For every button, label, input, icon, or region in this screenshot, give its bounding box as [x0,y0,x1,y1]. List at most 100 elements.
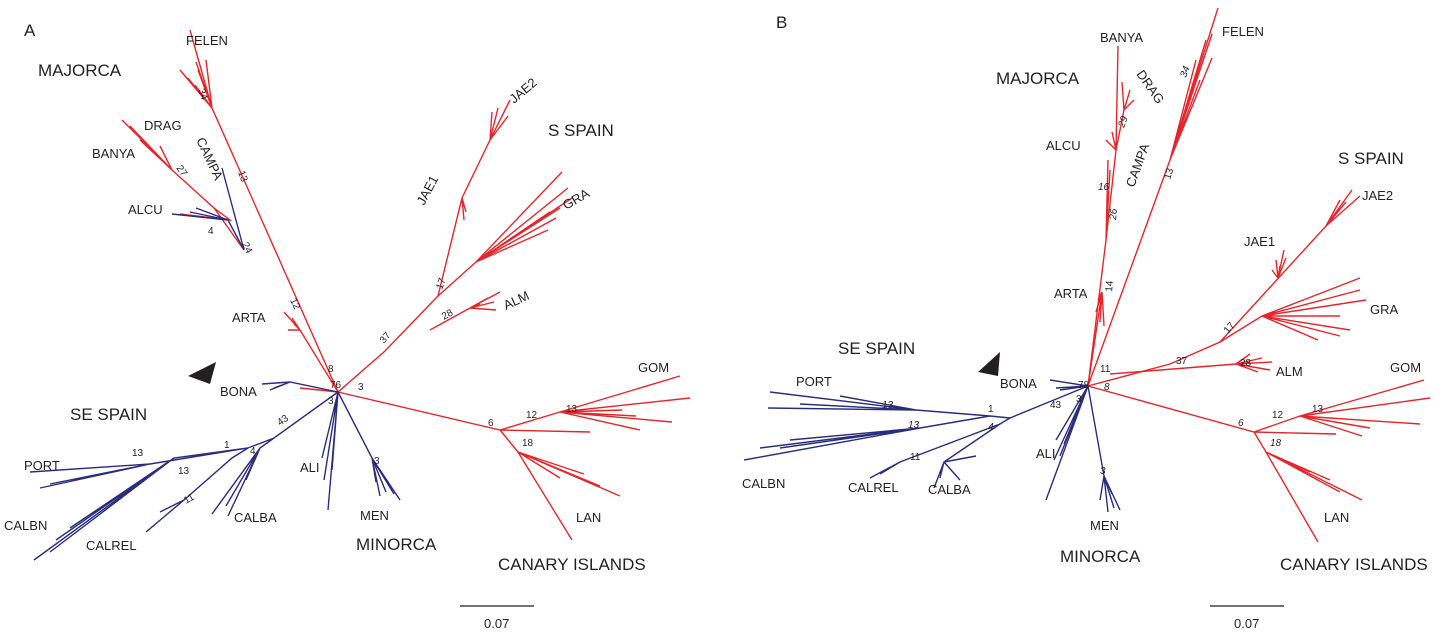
branch-gra [1219,277,1367,343]
branch-s-spain [337,99,511,393]
region-canary: CANARY ISLANDS [498,555,646,574]
panel-label: B [776,13,787,32]
scale-bar-label: 0.07 [484,616,509,631]
support-value: 11 [910,452,921,463]
root-arrow [188,362,216,384]
blue-branches [29,167,401,561]
support-value: 3 [358,382,364,393]
branch-men [1087,385,1121,513]
support-value: 28 [1240,358,1252,369]
support-value: 17 [434,276,448,291]
taxon-calrel: CALREL [848,480,899,495]
support-value: 8 [328,364,334,375]
taxon-drag: DRAG [144,118,182,133]
support-value: 17 [1222,320,1238,336]
taxon-gom: GOM [1390,360,1421,375]
support-value: 13 [566,404,578,415]
support-value: 78 [1078,380,1090,391]
support-value: 24 [239,241,254,256]
support-value: 27 [174,163,190,179]
support-value: 14 [1104,280,1116,292]
taxon-alcu: ALCU [128,202,163,217]
support-value: 26 [1108,208,1120,221]
taxon-alcu: ALCU [1046,138,1081,153]
support-value: 4 [250,446,256,457]
branch-majorca-main [1087,45,1135,387]
taxon-banya: BANYA [1100,30,1143,45]
taxon-bona: BONA [220,384,257,399]
support-value: 29 [1116,114,1131,130]
region-canary: CANARY ISLANDS [1280,555,1428,574]
branch-men [337,391,401,501]
taxon-alm: ALM [501,288,532,313]
branch-bona [1049,379,1089,391]
branch-ali [321,391,339,511]
branch-felen [1087,7,1219,387]
panel-b: B MAJORCA S SPAIN SE SPAIN MINORCA CANAR… [742,7,1431,631]
support-value: 13 [1312,404,1324,415]
branch-se-spain [743,385,1089,489]
support-value: 28 [440,307,456,322]
region-se-spain: SE SPAIN [70,405,147,424]
support-value: 6 [488,418,494,429]
branch-gra [437,171,573,297]
support-value: 13 [908,420,920,431]
support-value: 3 [328,396,334,407]
taxon-port: PORT [796,374,832,389]
taxon-jae2: JAE2 [1362,188,1393,203]
taxon-jae1: JAE1 [1244,234,1275,249]
red-branches [121,29,691,541]
taxon-arta: ARTA [232,310,266,325]
support-value: 16 [1098,182,1110,193]
support-value: 12 [287,297,302,312]
taxon-men: MEN [1090,518,1119,533]
taxon-ali: ALI [1036,446,1056,461]
panel-label: A [24,21,36,40]
branch-banya-drag [121,119,245,251]
branch-se-spain [29,391,339,561]
support-value: 3 [1076,394,1082,405]
region-majorca: MAJORCA [38,61,122,80]
branch-arta [283,311,339,393]
taxon-calba: CALBA [234,510,277,525]
root-arrow [978,352,1000,376]
taxon-felen: FELEN [1222,24,1264,39]
support-value: 13 [882,400,894,411]
region-minorca: MINORCA [1060,547,1141,566]
support-value: 1 [224,440,230,451]
taxon-port: PORT [24,458,60,473]
support-value: 1 [988,404,994,415]
support-value: 34 [1178,64,1192,79]
taxon-drag: DRAG [1134,67,1168,106]
taxon-lan: LAN [576,510,601,525]
taxon-bona: BONA [1000,376,1037,391]
branch-canary [1087,379,1431,543]
taxon-alm: ALM [1276,364,1303,379]
branch-felen [179,29,339,393]
support-value: 13 [235,169,249,184]
support-value: 13 [1162,167,1176,181]
support-value: 37 [1176,356,1188,367]
region-majorca: MAJORCA [996,69,1080,88]
support-value: 11 [1100,364,1111,375]
taxon-campa: CAMPA [1123,141,1153,189]
taxon-lan: LAN [1324,510,1349,525]
branch-bona [261,381,339,393]
taxon-calba: CALBA [928,482,971,497]
support-value: 13 [132,448,144,459]
taxon-gom: GOM [638,360,669,375]
support-value: 4 [208,226,214,237]
taxon-jae2: JAE2 [506,75,539,106]
taxon-calbn: CALBN [4,518,47,533]
region-se-spain: SE SPAIN [838,339,915,358]
support-value: 12 [1272,410,1284,421]
region-minorca: MINORCA [356,535,437,554]
support-value: 3 [1100,466,1106,477]
taxon-banya: BANYA [92,146,135,161]
branch-ali [1045,385,1089,501]
taxon-gra: GRA [1370,302,1399,317]
branch-alcu [171,207,245,251]
branch-campa [221,167,245,251]
taxon-jae1: JAE1 [413,173,441,207]
support-value: 4 [988,422,994,433]
